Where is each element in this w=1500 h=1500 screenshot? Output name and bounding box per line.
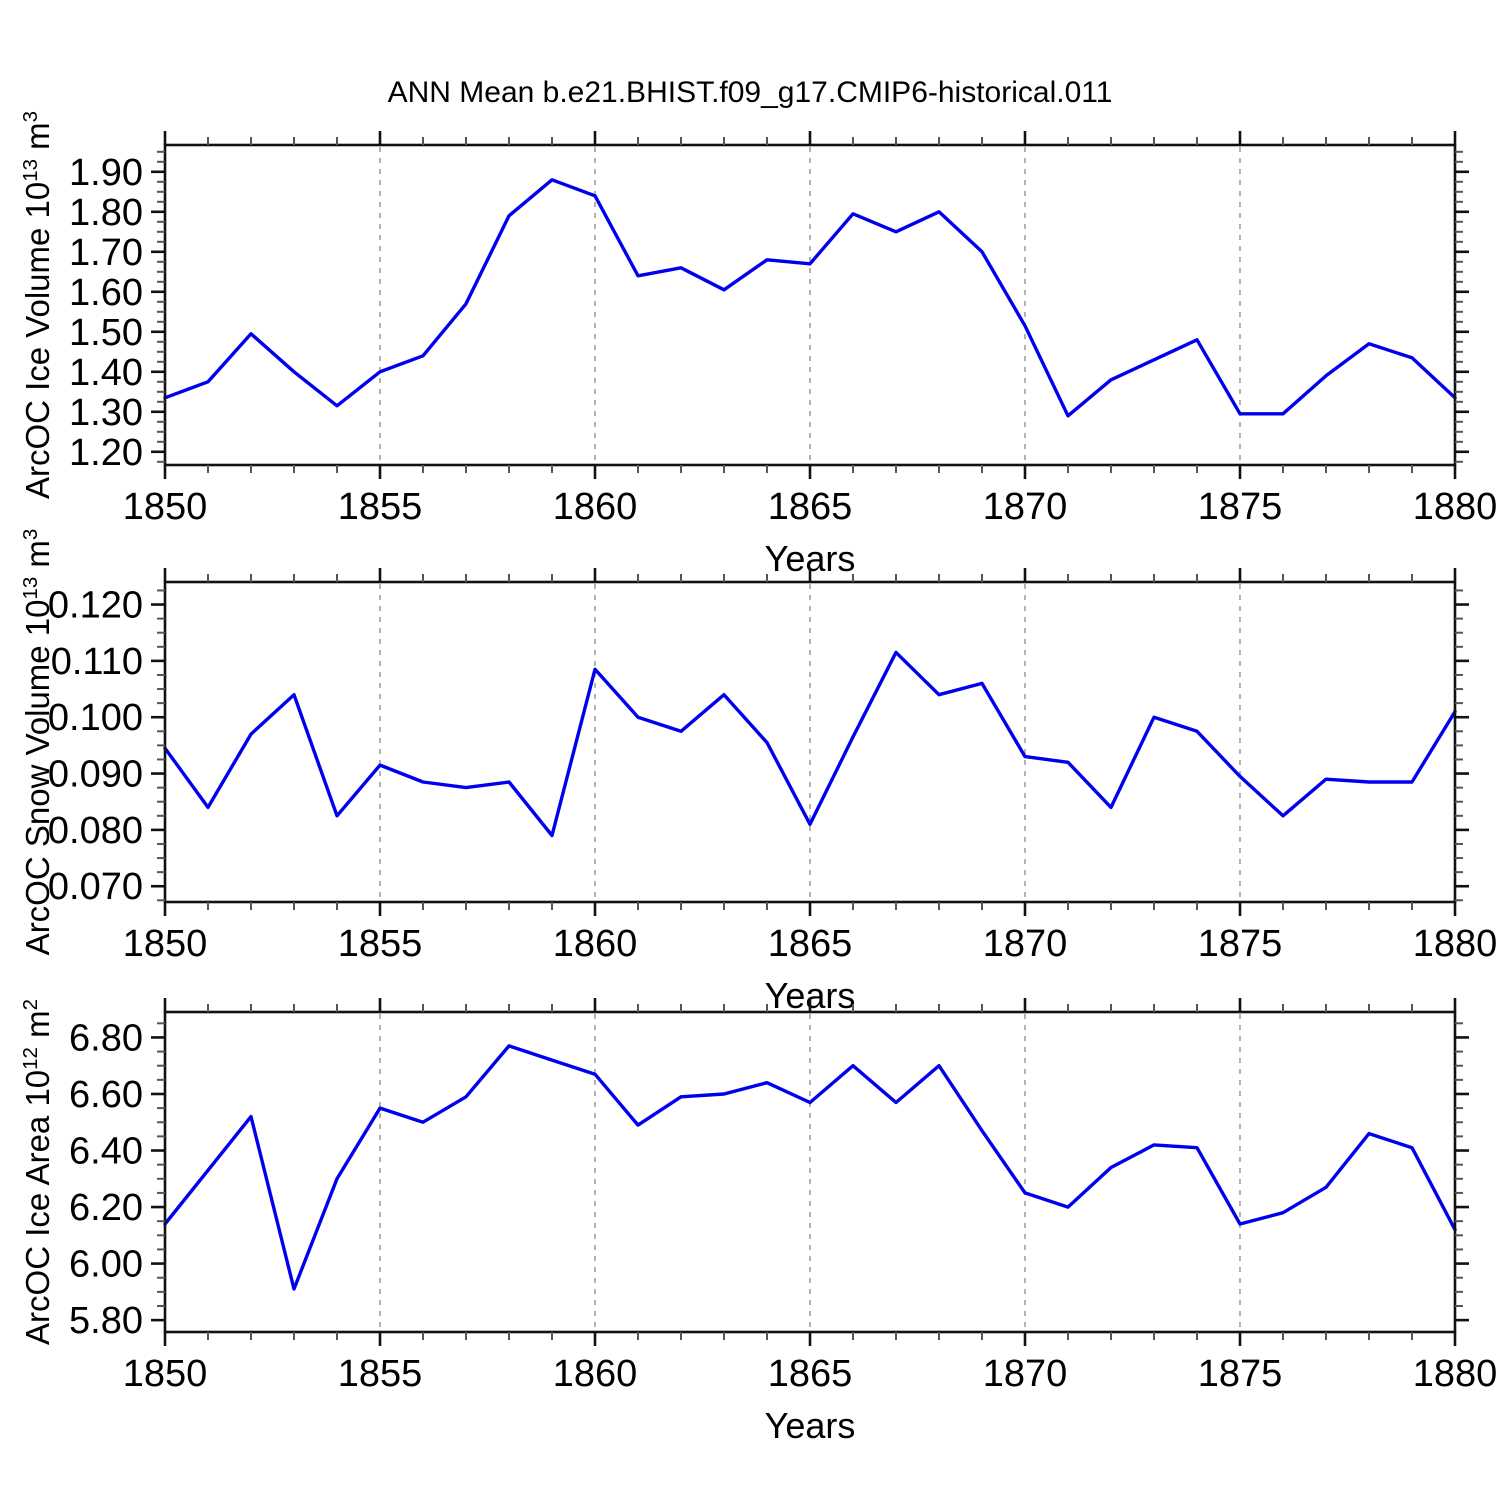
arcoc-ice-area-series-line — [163, 1044, 1457, 1291]
svg-text:6.20: 6.20 — [69, 1187, 143, 1229]
svg-text:1880: 1880 — [1413, 923, 1498, 965]
svg-text:1875: 1875 — [1198, 1353, 1283, 1395]
arcoc-ice-area-ticks — [151, 998, 1469, 1346]
arcoc-ice-area-xlabel: Years — [765, 1405, 856, 1446]
svg-text:6.00: 6.00 — [69, 1244, 143, 1286]
svg-text:1870: 1870 — [983, 923, 1068, 965]
svg-text:1.80: 1.80 — [69, 192, 143, 234]
arcoc-snow-volume-series-line — [163, 650, 1457, 838]
svg-text:1865: 1865 — [768, 1353, 853, 1395]
svg-text:1860: 1860 — [553, 1353, 638, 1395]
svg-text:1880: 1880 — [1413, 486, 1498, 528]
arcoc-ice-volume-ticks — [151, 131, 1469, 479]
svg-text:1870: 1870 — [983, 1353, 1068, 1395]
svg-text:1.90: 1.90 — [69, 152, 143, 194]
svg-text:6.40: 6.40 — [69, 1131, 143, 1173]
svg-text:1855: 1855 — [338, 486, 423, 528]
svg-text:1860: 1860 — [553, 923, 638, 965]
svg-text:1855: 1855 — [338, 923, 423, 965]
arcoc-snow-volume-gridlines — [379, 584, 1241, 900]
svg-text:1.40: 1.40 — [69, 352, 143, 394]
svg-text:1.20: 1.20 — [69, 432, 143, 474]
arcoc-snow-volume-tick-labels: 1850 1855 1860 1865 1870 1875 1880 0.070 0.080 0.… — [48, 585, 1497, 965]
arcoc-snow-volume-ticks — [151, 568, 1469, 916]
svg-text:1850: 1850 — [123, 486, 208, 528]
svg-text:1.60: 1.60 — [69, 272, 143, 314]
svg-text:0.070: 0.070 — [48, 866, 143, 908]
svg-text:0.110: 0.110 — [51, 641, 143, 683]
figure-title: ANN Mean b.e21.BHIST.f09_g17.CMIP6-histo… — [387, 76, 1113, 109]
svg-text:6.80: 6.80 — [69, 1017, 143, 1059]
svg-text:0.090: 0.090 — [48, 754, 143, 796]
svg-text:1865: 1865 — [768, 486, 853, 528]
arcoc-ice-area-x-axis-title: Years — [765, 1405, 856, 1446]
svg-text:5.80: 5.80 — [69, 1300, 143, 1342]
arcoc-ice-volume-series-line — [163, 178, 1457, 418]
svg-text:1875: 1875 — [1198, 923, 1283, 965]
svg-text:1860: 1860 — [553, 486, 638, 528]
svg-text:6.60: 6.60 — [69, 1074, 143, 1116]
arcoc-ice-volume-tick-labels: 1850 1855 1860 1865 1870 1875 1880 1.201.301.40… — [69, 152, 1497, 528]
svg-text:1850: 1850 — [123, 923, 208, 965]
svg-text:1875: 1875 — [1198, 486, 1283, 528]
arcoc-ice-area-tick-labels: 1850 1855 1860 1865 1870 1875 1880 5.80 6.00 6.20… — [69, 1017, 1497, 1395]
svg-text:1870: 1870 — [983, 486, 1068, 528]
svg-text:1.70: 1.70 — [69, 232, 143, 274]
svg-text:1880: 1880 — [1413, 1353, 1498, 1395]
svg-text:0.100: 0.100 — [48, 697, 143, 739]
svg-text:1855: 1855 — [338, 1353, 423, 1395]
svg-text:1865: 1865 — [768, 923, 853, 965]
svg-text:1.30: 1.30 — [69, 392, 143, 434]
arcoc-ice-volume-gridlines — [379, 147, 1241, 463]
arcoc-ice-area-gridlines — [379, 1014, 1241, 1330]
svg-text:0.080: 0.080 — [48, 810, 143, 852]
svg-text:1850: 1850 — [123, 1353, 208, 1395]
svg-text:0.120: 0.120 — [48, 585, 143, 627]
svg-text:1.50: 1.50 — [69, 312, 143, 354]
